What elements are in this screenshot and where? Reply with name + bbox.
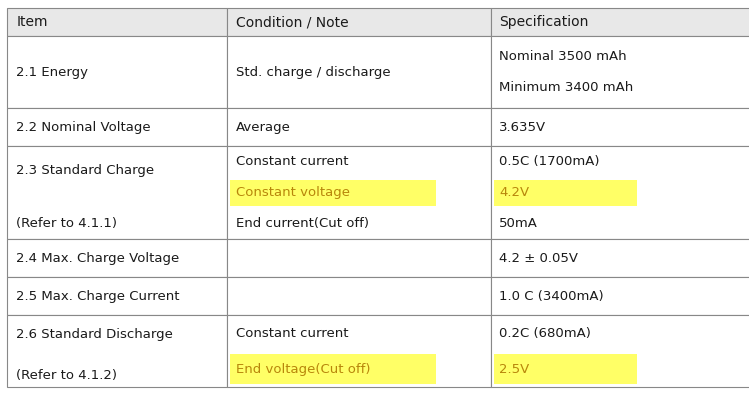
Bar <box>7 239 227 277</box>
Text: End voltage(Cut off): End voltage(Cut off) <box>236 363 370 376</box>
Bar <box>227 108 491 146</box>
Bar <box>227 36 491 108</box>
Text: 50mA: 50mA <box>500 217 539 230</box>
Text: Condition / Note: Condition / Note <box>236 15 348 29</box>
Text: (Refer to 4.1.2): (Refer to 4.1.2) <box>16 369 118 382</box>
Bar <box>227 146 491 239</box>
Text: Item: Item <box>16 15 48 29</box>
Text: 2.4 Max. Charge Voltage: 2.4 Max. Charge Voltage <box>16 252 180 265</box>
Bar <box>231 180 436 206</box>
Bar <box>7 277 227 316</box>
Text: 4.2 ± 0.05V: 4.2 ± 0.05V <box>500 252 578 265</box>
Bar <box>227 316 491 387</box>
Text: 2.5 Max. Charge Current: 2.5 Max. Charge Current <box>16 290 180 303</box>
Text: Constant current: Constant current <box>236 327 348 340</box>
Bar <box>491 146 749 239</box>
Text: 4.2V: 4.2V <box>500 186 530 199</box>
Bar <box>7 108 227 146</box>
Text: 2.5V: 2.5V <box>500 363 530 376</box>
Text: Constant voltage: Constant voltage <box>236 186 350 199</box>
Bar <box>231 354 436 384</box>
Text: Minimum 3400 mAh: Minimum 3400 mAh <box>500 81 634 94</box>
Text: Constant current: Constant current <box>236 155 348 168</box>
Bar <box>7 146 227 239</box>
Bar <box>491 108 749 146</box>
Bar <box>227 239 491 277</box>
Bar <box>491 36 749 108</box>
Text: Nominal 3500 mAh: Nominal 3500 mAh <box>500 50 627 63</box>
Text: 2.6 Standard Discharge: 2.6 Standard Discharge <box>16 328 173 341</box>
Bar <box>227 8 491 36</box>
Text: Std. charge / discharge: Std. charge / discharge <box>236 66 390 79</box>
Bar <box>227 277 491 316</box>
Text: 1.0 C (3400mA): 1.0 C (3400mA) <box>500 290 604 303</box>
Text: 2.1 Energy: 2.1 Energy <box>16 66 88 79</box>
Text: End current(Cut off): End current(Cut off) <box>236 217 369 230</box>
Text: 2.3 Standard Charge: 2.3 Standard Charge <box>16 164 154 177</box>
Bar <box>7 316 227 387</box>
Bar <box>494 180 637 206</box>
Bar <box>494 354 637 384</box>
Text: 0.2C (680mA): 0.2C (680mA) <box>500 327 591 340</box>
Text: 0.5C (1700mA): 0.5C (1700mA) <box>500 155 600 168</box>
Bar <box>491 8 749 36</box>
Bar <box>491 316 749 387</box>
Text: 3.635V: 3.635V <box>500 120 547 134</box>
Bar <box>491 239 749 277</box>
Text: (Refer to 4.1.1): (Refer to 4.1.1) <box>16 217 118 230</box>
Text: Average: Average <box>236 120 291 134</box>
Text: 2.2 Nominal Voltage: 2.2 Nominal Voltage <box>16 120 151 134</box>
Bar <box>7 8 227 36</box>
Text: Specification: Specification <box>500 15 589 29</box>
Bar <box>491 277 749 316</box>
Bar <box>7 36 227 108</box>
